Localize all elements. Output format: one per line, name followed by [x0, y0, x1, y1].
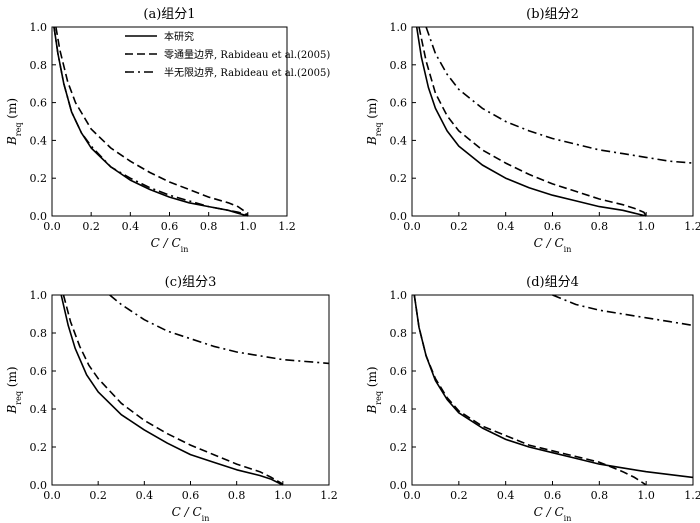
y-axis-label: Breq (m) [5, 98, 23, 146]
x-tick-label: 1.0 [637, 489, 655, 502]
y-tick-label: 0.4 [390, 134, 408, 147]
x-tick-label: 0.4 [122, 220, 140, 233]
x-tick-label: 0.6 [182, 489, 200, 502]
x-tick-label: 0.2 [450, 489, 468, 502]
y-tick-label: 0.2 [30, 441, 48, 454]
x-tick-label: 0.8 [591, 220, 609, 233]
panel-title: (b)组分2 [526, 7, 579, 22]
x-axis-label: C / Cin [534, 236, 572, 254]
series-line-solid [413, 294, 694, 479]
x-tick-label: 1.2 [684, 220, 700, 233]
y-tick-label: 0.8 [30, 59, 48, 72]
y-tick-label: 0.4 [390, 403, 408, 416]
x-tick-label: 1.0 [637, 220, 655, 233]
series-line-solid [60, 294, 284, 486]
series-line-solid [415, 26, 647, 217]
y-tick-label: 0.2 [30, 172, 48, 185]
series-line-dashdot [425, 26, 694, 164]
y-tick-label: 0.6 [30, 365, 48, 378]
x-tick-label: 0.8 [591, 489, 609, 502]
plot-frame [411, 26, 694, 217]
legend-entry: 半无限边界, Rabideau et al.(2005) [164, 66, 330, 79]
series-line-dashdot [552, 294, 694, 327]
x-tick-label: 0.2 [89, 489, 107, 502]
chart-panel-4: (d)组分4 0.0 0.2 0.4 0.6 0.8 1.0 1.2 0.0 0.2 0.4 0.6 0… [365, 275, 700, 523]
x-axis-label: C / Cin [151, 236, 189, 254]
x-tick-label: 0.2 [450, 220, 468, 233]
chart-panel-1: (a)组分1 0.0 0.2 0.4 0.6 0.8 1.0 1.2 0.0 0.2 0.4 0.6 0… [5, 7, 330, 254]
y-tick-label: 0.2 [390, 441, 408, 454]
x-tick-label: 0.0 [43, 489, 61, 502]
x-axis-label: C / Cin [534, 505, 572, 523]
series-line-dashdot [53, 26, 249, 216]
x-tick-label: 1.2 [684, 489, 700, 502]
y-axis-label: Breq (m) [365, 98, 383, 146]
x-tick-label: 0.8 [228, 489, 246, 502]
x-tick-label: 0.6 [544, 489, 562, 502]
x-tick-label: 1.0 [274, 489, 292, 502]
legend-entry: 本研究 [164, 30, 194, 43]
y-tick-label: 0.6 [30, 97, 48, 110]
y-tick-label: 1.0 [390, 289, 408, 302]
series-line-dash [55, 26, 249, 217]
x-tick-label: 0.4 [497, 220, 515, 233]
x-tick-label: 0.0 [403, 489, 421, 502]
x-tick-label: 0.0 [403, 220, 421, 233]
series-line-dash [62, 294, 284, 485]
y-tick-label: 0.8 [30, 327, 48, 340]
y-tick-label: 0.0 [30, 210, 48, 223]
y-tick-label: 0.6 [390, 97, 408, 110]
x-tick-label: 0.2 [82, 220, 100, 233]
y-axis-label: Breq (m) [365, 366, 383, 414]
legend-entry: 零通量边界, Rabideau et al.(2005) [164, 49, 330, 61]
y-tick-label: 0.8 [390, 59, 408, 72]
y-tick-label: 0.2 [390, 172, 408, 185]
y-tick-label: 1.0 [390, 21, 408, 34]
x-tick-label: 1.2 [278, 220, 296, 233]
series-line-dash [418, 26, 647, 217]
panel-title: (c)组分3 [165, 275, 217, 290]
series-line-dash [413, 294, 647, 486]
y-tick-label: 0.4 [30, 403, 48, 416]
chart-panel-3: (c)组分3 0.0 0.2 0.4 0.6 0.8 1.0 1.2 0.0 0.2 0.4 0.6 0… [5, 275, 338, 523]
x-tick-label: 1.2 [320, 489, 338, 502]
y-axis-label: Breq (m) [5, 366, 23, 414]
y-tick-label: 0.4 [30, 134, 48, 147]
y-tick-label: 0.0 [30, 479, 48, 492]
plot-frame [411, 294, 694, 486]
x-tick-label: 0.4 [497, 489, 515, 502]
series-line-dashdot [109, 294, 330, 365]
y-tick-label: 0.0 [390, 210, 408, 223]
chart-panel-2: (b)组分2 0.0 0.2 0.4 0.6 0.8 1.0 1.2 0.0 0.2 0.4 0.6 0… [365, 7, 700, 254]
y-tick-label: 1.0 [30, 21, 48, 34]
plot-frame [51, 294, 330, 486]
y-tick-label: 0.0 [390, 479, 408, 492]
y-tick-label: 1.0 [30, 289, 48, 302]
panel-title: (a)组分1 [143, 7, 195, 22]
panel-title: (d)组分4 [526, 275, 579, 290]
x-tick-label: 0.6 [161, 220, 179, 233]
x-tick-label: 0.0 [43, 220, 61, 233]
x-tick-label: 0.4 [136, 489, 154, 502]
x-tick-label: 0.8 [200, 220, 218, 233]
y-tick-label: 0.6 [390, 365, 408, 378]
y-tick-label: 0.8 [390, 327, 408, 340]
x-tick-label: 1.0 [239, 220, 257, 233]
x-axis-label: C / Cin [172, 505, 210, 523]
x-tick-label: 0.6 [544, 220, 562, 233]
